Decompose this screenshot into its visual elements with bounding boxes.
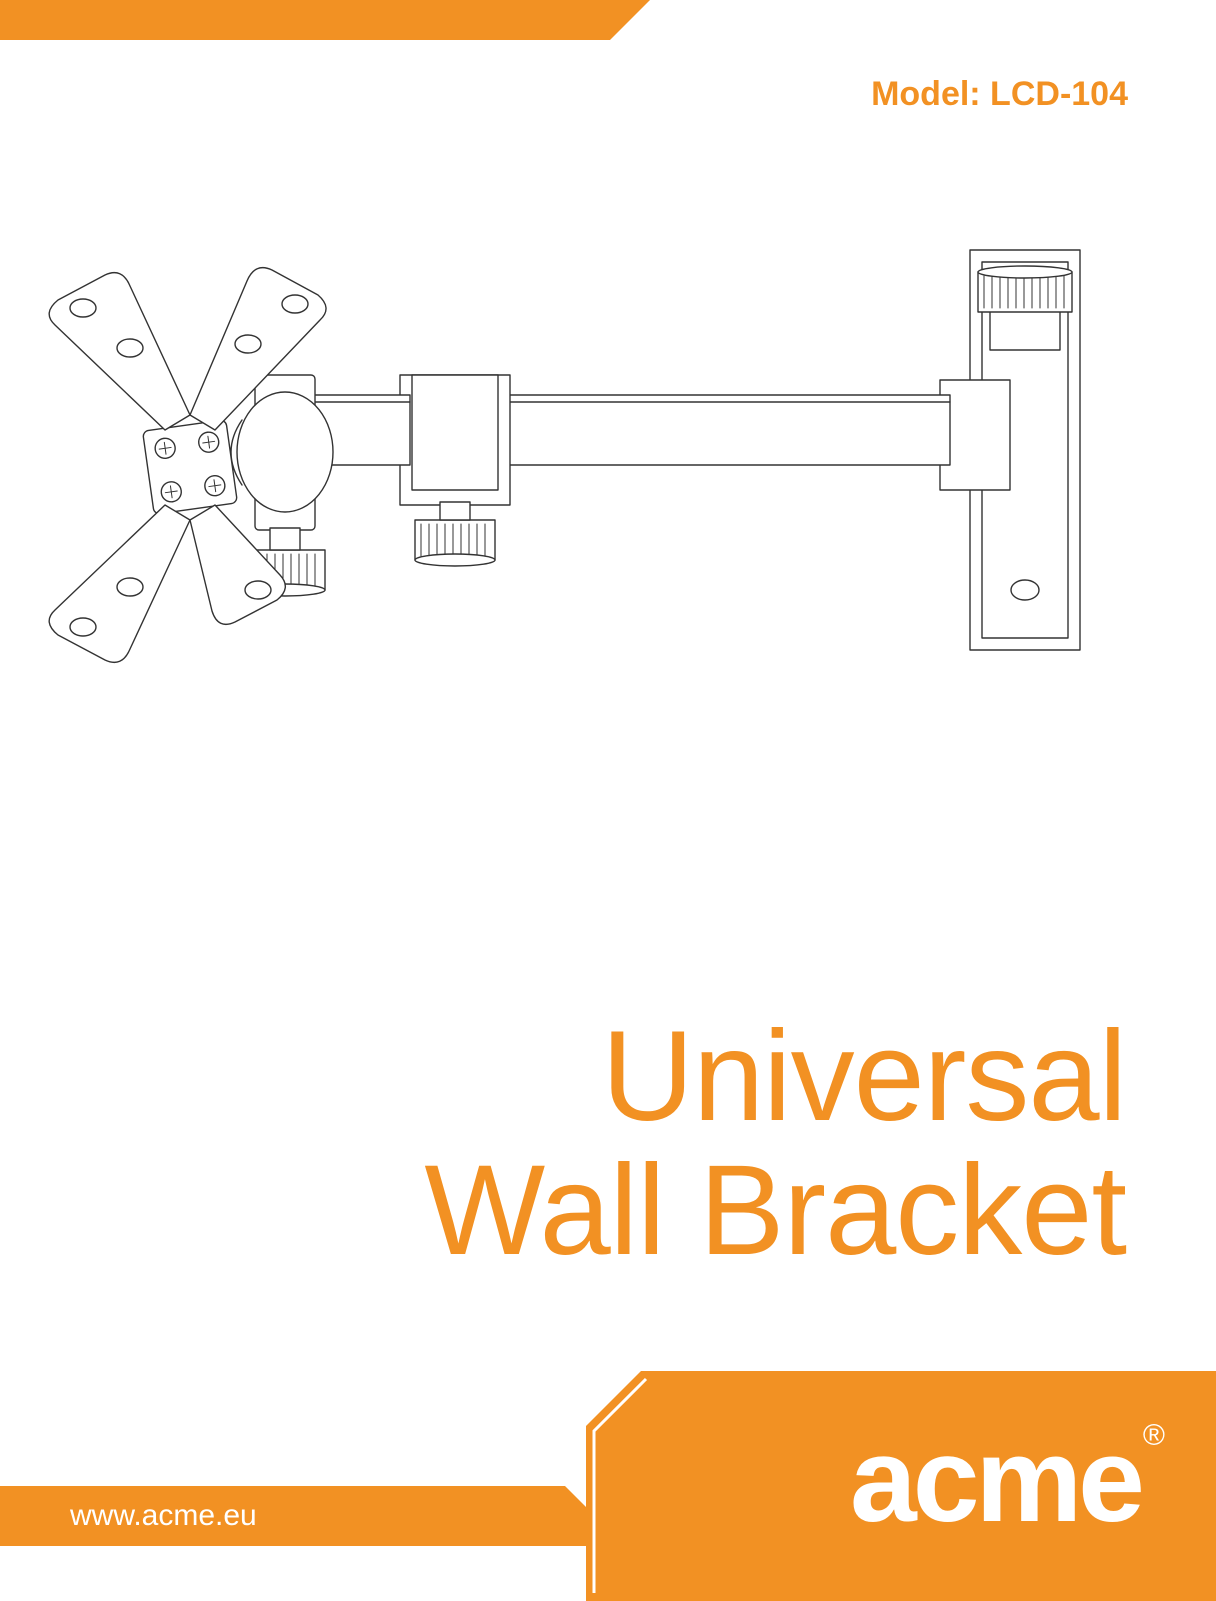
website-url: www.acme.eu	[70, 1499, 257, 1533]
title-line-1: Universal	[424, 1010, 1126, 1144]
header-accent-bar	[0, 0, 610, 40]
product-diagram	[20, 220, 1130, 820]
product-title: Universal Wall Bracket	[424, 1010, 1126, 1279]
model-number: Model: LCD-104	[871, 75, 1128, 114]
page: Model: LCD-104	[0, 0, 1216, 1601]
brand-logo-block: acme ®	[586, 1371, 1216, 1601]
title-line-2: Wall Bracket	[424, 1144, 1126, 1278]
registered-mark: ®	[1143, 1419, 1161, 1453]
footer-website-bar: www.acme.eu	[0, 1486, 565, 1546]
brand-wordmark: acme	[850, 1411, 1141, 1549]
